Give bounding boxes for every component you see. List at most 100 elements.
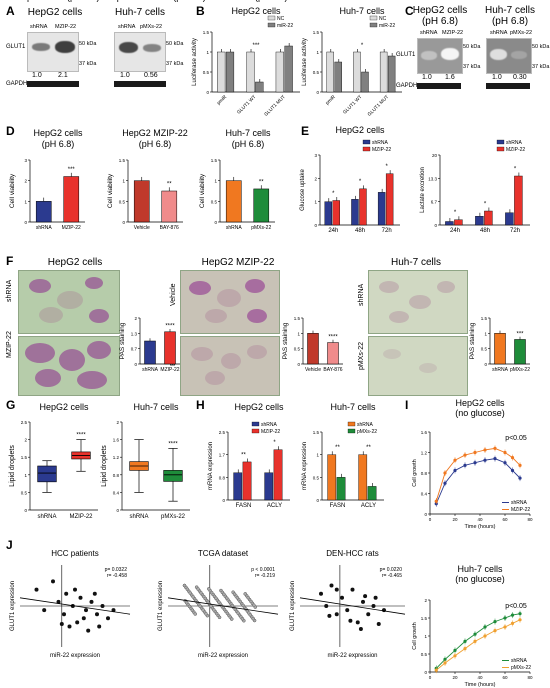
blot-a-lane-1: shRNA bbox=[30, 24, 48, 30]
J2-point bbox=[227, 600, 232, 604]
B1-y-tick-label: 1 bbox=[206, 50, 209, 55]
H2-y-tick-label: 0 bbox=[316, 498, 319, 503]
panel-label-e: E bbox=[301, 124, 310, 138]
blot-a-right-title: Huh-7 cells bbox=[114, 7, 166, 18]
J2-point bbox=[222, 607, 227, 612]
I1-y-tick-label: 1.2 bbox=[421, 451, 428, 456]
B2-category-label: GLUT1 MUT bbox=[367, 94, 391, 118]
blot-c-gapdh-band-right bbox=[486, 83, 530, 89]
E1-y-tick-label: 3 bbox=[314, 153, 317, 158]
J2-point bbox=[204, 612, 208, 616]
H2-legend-swatch bbox=[347, 428, 356, 434]
J2-point bbox=[240, 617, 245, 621]
B1-ylabel: Luciferase activity bbox=[192, 38, 198, 86]
D3-category-label: shRNA bbox=[226, 225, 243, 231]
E1-bar bbox=[385, 173, 394, 226]
F3-y-tick-label: 0.5 bbox=[481, 347, 488, 352]
I1-x-tick-label: 60 bbox=[502, 517, 508, 522]
E1-bar bbox=[324, 201, 332, 226]
blot-c-lane-3: shRNA bbox=[490, 30, 508, 36]
J2-point bbox=[201, 608, 205, 612]
J3-title: DEN-HCC rats bbox=[326, 549, 378, 558]
D3-bar bbox=[253, 188, 270, 223]
E1-category-label: 72h bbox=[382, 228, 392, 234]
blot-c-quant-2: 1.6 bbox=[445, 74, 455, 81]
G1-y-tick-label: 0.5 bbox=[21, 490, 28, 495]
J2-point bbox=[191, 595, 195, 599]
E2-category-label: 24h bbox=[450, 228, 460, 234]
J1-point bbox=[111, 608, 116, 613]
I2-subtitle: (no glucose) bbox=[455, 574, 505, 584]
H2-significance: ** bbox=[335, 445, 340, 451]
E2-legend-swatch bbox=[496, 139, 505, 145]
G1-significance: **** bbox=[76, 433, 86, 439]
J3-point bbox=[355, 620, 360, 625]
I1-ylabel: Cell growth bbox=[412, 459, 418, 487]
D1-y-tick-label: 2 bbox=[24, 179, 27, 184]
H1-ylabel: mRNA expression bbox=[208, 442, 214, 490]
J2-trend-line bbox=[167, 597, 279, 615]
E1-category-label: 48h bbox=[355, 228, 365, 234]
J3-point bbox=[348, 618, 353, 623]
blot-a-protein: GLUT1 bbox=[6, 44, 26, 50]
B1-y-tick-label: 1.5 bbox=[203, 30, 210, 35]
B1-bar bbox=[284, 45, 293, 93]
J3-point bbox=[334, 587, 339, 592]
I2-y-tick-label: 0.5 bbox=[421, 652, 428, 657]
I1-xlabel: Time (hours) bbox=[465, 524, 496, 530]
D1-bar bbox=[35, 201, 52, 223]
I1-series-line bbox=[435, 458, 521, 504]
G2-y-tick-label: 0.8 bbox=[113, 473, 120, 478]
J3-point bbox=[363, 594, 368, 599]
B1-category-label: pmiR bbox=[216, 94, 229, 107]
blot-c-kda-50: 50 kDa bbox=[463, 44, 481, 50]
B2-ylabel: Luciferase activity bbox=[302, 38, 308, 86]
blot-c-right-kda-37: 37 kDa bbox=[532, 64, 550, 70]
B1-y-tick-label: 0 bbox=[206, 90, 209, 95]
I1-x-tick-label: 20 bbox=[452, 517, 458, 522]
H2-y-tick-label: 1 bbox=[316, 453, 319, 458]
I1-y-tick-label: 1.6 bbox=[421, 430, 428, 435]
J1-point bbox=[92, 591, 97, 596]
J3-point bbox=[366, 612, 371, 617]
E2-bar bbox=[505, 212, 514, 226]
E1-bar bbox=[359, 188, 367, 226]
D2-title: HepG2 MZIP-22 bbox=[122, 128, 188, 138]
J3-point bbox=[334, 612, 339, 617]
J2-point bbox=[248, 613, 252, 617]
J3-point bbox=[376, 622, 381, 627]
I1-x-tick-label: 0 bbox=[429, 517, 432, 522]
D1-y-tick-label: 3 bbox=[24, 158, 27, 163]
H1-bar bbox=[273, 449, 283, 501]
blot-c-quant-4: 0.30 bbox=[513, 74, 527, 81]
I1-y-tick-label: 0 bbox=[424, 512, 427, 517]
J3-point bbox=[371, 604, 376, 608]
D1-category-label: MZIP-22 bbox=[62, 225, 81, 231]
I2-y-tick-label: 2 bbox=[424, 598, 427, 603]
G1-y-tick-label: 2 bbox=[24, 438, 27, 443]
J2-point bbox=[209, 604, 213, 608]
B1-title: HepG2 cells bbox=[231, 6, 281, 16]
I2-x-tick-label: 60 bbox=[502, 675, 508, 680]
I2-y-tick-label: 1 bbox=[424, 634, 427, 639]
I2-series-line bbox=[435, 619, 521, 671]
E1-bar bbox=[332, 200, 340, 226]
J1-point bbox=[95, 612, 99, 617]
J2-title: TCGA dataset bbox=[198, 549, 249, 558]
J3-point bbox=[358, 626, 363, 631]
B2-bar bbox=[379, 51, 388, 93]
J3-point bbox=[361, 599, 365, 604]
E1-title: HepG2 cells bbox=[335, 125, 385, 135]
E2-y-tick-label: 6.7 bbox=[431, 200, 438, 205]
J3-point bbox=[345, 608, 350, 613]
H1-title: HepG2 cells bbox=[234, 402, 284, 412]
D2-subtitle: (pH 6.8) bbox=[139, 139, 172, 149]
H2-bar bbox=[358, 454, 368, 501]
E2-category-label: 72h bbox=[510, 228, 520, 234]
I2-series-line bbox=[435, 613, 521, 669]
B1-bar bbox=[275, 51, 284, 93]
G1-ylabel: Lipid droplets bbox=[9, 445, 16, 487]
D3-subtitle: (pH 6.8) bbox=[232, 139, 265, 149]
D1-y-tick-label: 0 bbox=[24, 220, 27, 225]
J2-point bbox=[225, 596, 229, 600]
